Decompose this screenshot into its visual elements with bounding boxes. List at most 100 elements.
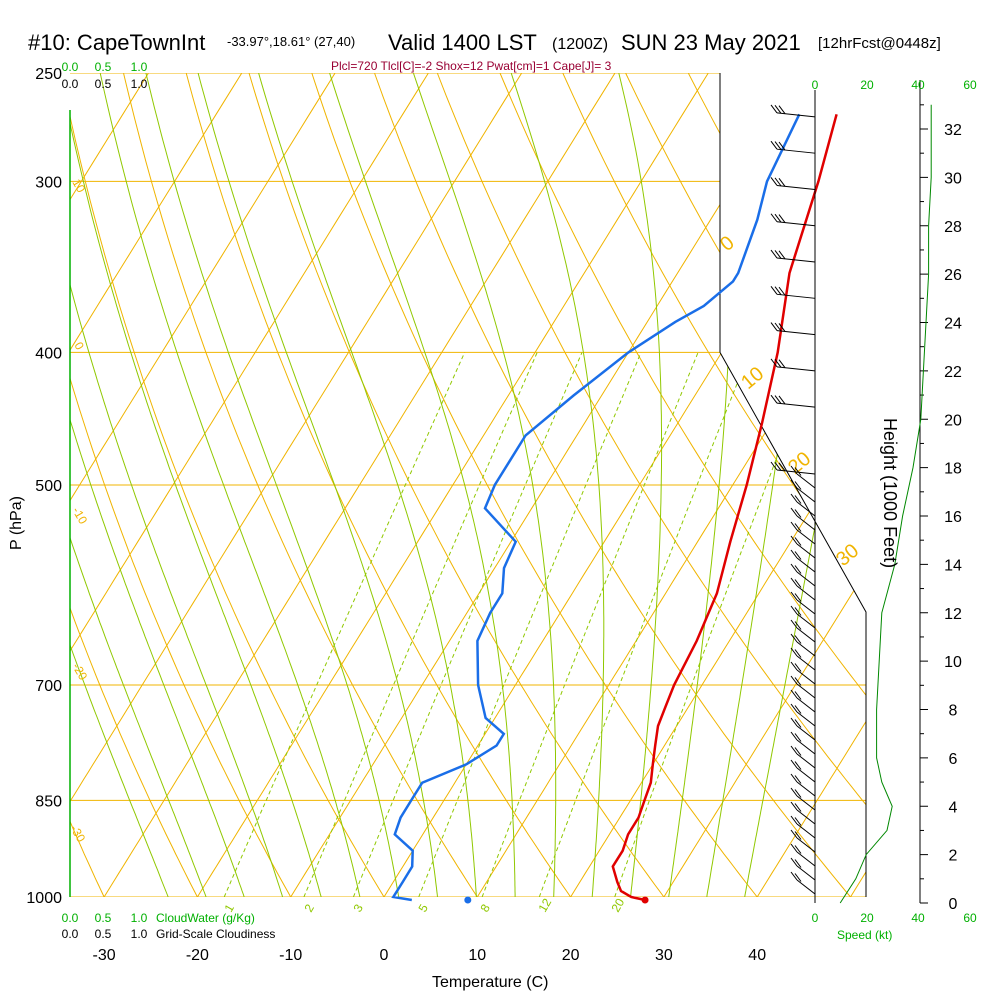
- speed-axis-label: Speed (kt): [837, 928, 892, 942]
- wind-barb-feather: [790, 521, 798, 531]
- isotherm-line: [70, 73, 336, 897]
- wind-barb-feather: [778, 286, 786, 296]
- wind-barb-feather: [770, 394, 778, 404]
- height-tick-label: 32: [944, 122, 962, 139]
- wind-barb-feather: [790, 619, 798, 629]
- wind-barb-feather: [794, 831, 802, 840]
- wind-barb-feather: [774, 462, 782, 471]
- dry-adiabat-label: -20: [69, 661, 90, 683]
- wind-barb-feather: [770, 358, 778, 368]
- wind-barb-feather: [794, 649, 802, 658]
- moist-adiabat-line: [329, 73, 516, 897]
- wind-barb-feather: [790, 829, 798, 839]
- wind-barb-feather: [790, 843, 798, 853]
- wind-barb: [796, 487, 816, 503]
- mixing-ratio-line: [223, 352, 466, 897]
- wind-barb-feather: [790, 717, 798, 727]
- height-axis-label: Height (1000 Feet): [880, 418, 900, 568]
- moist-adiabat-line: [664, 73, 733, 897]
- wind-barb-feather: [794, 565, 802, 574]
- wind-barb: [796, 473, 816, 489]
- title-station: #10: CapeTownInt: [28, 30, 205, 55]
- moist-adiabat-line: [99, 73, 367, 897]
- height-tick-label: 26: [944, 267, 962, 284]
- profiles: [391, 113, 838, 904]
- moist-adiabat-line: [70, 73, 330, 897]
- pressure-tick-label: 300: [35, 174, 62, 191]
- wind-barb-feather: [774, 395, 782, 404]
- wind-barb-feather: [790, 661, 798, 671]
- wind-barb-feather: [790, 465, 798, 475]
- wind-barb-feather: [790, 731, 798, 741]
- dry-adiabat-line: [213, 73, 687, 897]
- speed-tick-bottom: 20: [860, 911, 874, 925]
- wind-barb-feather: [790, 787, 798, 797]
- moist-adiabat-line: [145, 73, 404, 897]
- mixing-ratio-line: [614, 352, 818, 897]
- moist-adiabat-line: [70, 73, 255, 897]
- wind-barb-feather: [790, 759, 798, 769]
- title-zulu: (1200Z): [552, 36, 608, 53]
- pressure-tick-label: 400: [35, 345, 62, 362]
- wind-barb-feather: [794, 607, 802, 616]
- wind-barb-feather: [794, 747, 802, 756]
- dry-adiabat-line: [70, 73, 308, 897]
- wind-barb: [796, 781, 816, 797]
- temperature-tick-label: 20: [562, 947, 580, 964]
- dry-adiabat-line: [272, 73, 781, 897]
- wind-barb-feather: [794, 467, 802, 476]
- wind-barb-feather: [770, 461, 778, 471]
- pressure-tick-label: 1000: [26, 890, 62, 907]
- wind-barb-feather: [774, 105, 782, 114]
- wind-barb: [776, 148, 816, 154]
- moist-adiabat-line: [197, 73, 442, 897]
- wind-barb-feather: [790, 591, 798, 601]
- wind-barb-feather: [794, 509, 802, 518]
- dry-adiabat-line: [566, 73, 866, 897]
- x-axis-label: Temperature (C): [432, 974, 548, 991]
- wind-barb-feather: [794, 677, 802, 686]
- wind-barb-feather: [794, 817, 802, 826]
- cloudwater-tick: 1.0: [131, 911, 148, 925]
- wind-barb-feather: [790, 675, 798, 685]
- wind-barb-feather: [790, 605, 798, 615]
- temperature-tick-label: 0: [380, 947, 389, 964]
- wind-barb-feather: [790, 871, 798, 881]
- isotherm-line: [850, 73, 866, 897]
- moist-adiabat-line: [70, 73, 292, 897]
- dewpoint-line: [391, 113, 801, 902]
- isotherm-line: [70, 73, 523, 897]
- temperature-tick-label: -10: [279, 947, 302, 964]
- dry-adiabat-label: 10: [69, 177, 88, 196]
- wind-barb-feather: [794, 551, 802, 560]
- wind-barb-feather: [778, 359, 786, 368]
- dry-adiabat-line: [0, 0, 23, 926]
- mixing-ratio-label: 20: [608, 896, 627, 915]
- temperature-tick-label: -20: [186, 947, 209, 964]
- wind-barbs: [770, 104, 816, 895]
- title-forecast: [12hrFcst@0448z]: [818, 35, 941, 52]
- wind-barb: [776, 330, 816, 336]
- pressure-tick-label: 850: [35, 793, 62, 810]
- moist-adiabat-line: [618, 73, 663, 897]
- wind-barb-feather: [778, 395, 786, 405]
- y-axis-label: P (hPa): [8, 496, 25, 550]
- wind-barb-feather: [790, 801, 798, 811]
- speed-tick-top: 60: [963, 78, 977, 92]
- speed-tick-top: 40: [911, 78, 925, 92]
- wind-barb-feather: [770, 322, 778, 331]
- wind-barb-feather: [794, 579, 802, 588]
- wind-barb-feather: [790, 549, 798, 559]
- height-tick-label: 14: [944, 557, 962, 574]
- temperature-tick-label: 10: [468, 947, 486, 964]
- wind-barb-feather: [790, 507, 798, 517]
- cloudiness-tick: 0.5: [95, 927, 112, 941]
- wind-barb-feather: [790, 577, 798, 587]
- wind-barb-feather: [794, 719, 802, 728]
- speed-tick-top: 0: [812, 78, 819, 92]
- wind-barb: [796, 571, 816, 587]
- wind-barb: [796, 767, 816, 783]
- wind-barb-feather: [790, 815, 798, 825]
- wind-barb-feather: [790, 535, 798, 545]
